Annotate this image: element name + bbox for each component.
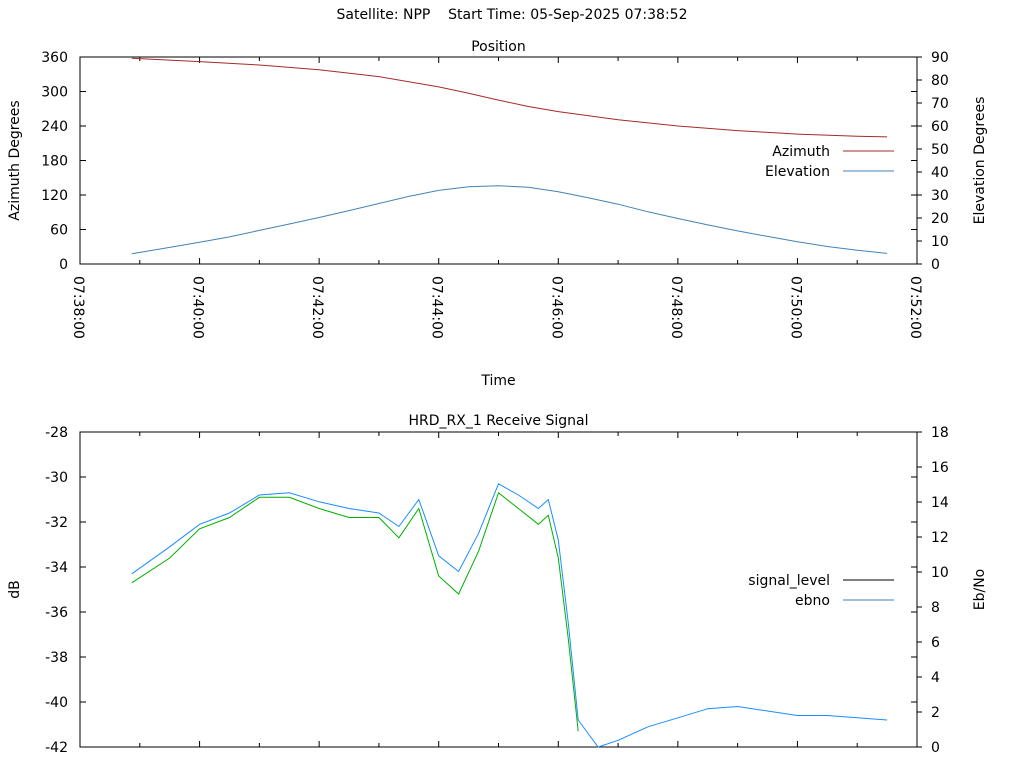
y2-tick-label: 20 (931, 211, 949, 227)
y-tick-label: 120 (41, 188, 68, 204)
position-ylabel: Azimuth Degrees (7, 100, 23, 220)
y-tick-label: -40 (45, 695, 68, 711)
x-tick-label: 07:44:00 (429, 276, 445, 339)
y2-tick-label: 50 (931, 142, 949, 158)
y2-tick-label: 4 (931, 670, 940, 686)
x-tick-label: 07:52:00 (907, 276, 923, 339)
x-tick-label: 07:46:00 (548, 276, 564, 339)
y-tick-label: -38 (45, 650, 68, 666)
series-line-elevation (131, 185, 888, 255)
y2-tick-label: 18 (931, 425, 949, 441)
y2-tick-label: 90 (931, 50, 949, 66)
y2-tick-label: 80 (931, 73, 949, 89)
x-tick-label: 07:48:00 (668, 276, 684, 339)
receive-y2label: Eb/No (972, 569, 988, 611)
y2-tick-label: 6 (931, 635, 940, 651)
y-tick-label: 300 (41, 85, 68, 101)
x-tick-label: 07:42:00 (309, 276, 325, 339)
x-tick-label: 07:50:00 (787, 276, 803, 339)
legend-label: signal_level (748, 573, 830, 589)
position-title: Position (471, 39, 526, 55)
receive-plot-frame (79, 431, 918, 748)
y2-tick-label: 14 (931, 495, 949, 511)
x-tick-label: 07:38:00 (70, 276, 86, 339)
y2-tick-label: 0 (931, 740, 940, 756)
series-line-ebno (131, 491, 579, 732)
series-line-signal-level (131, 483, 888, 748)
receive-title: HRD_RX_1 Receive Signal (409, 413, 589, 429)
receive-ylabel: dB (7, 580, 23, 599)
y2-tick-label: 8 (931, 600, 940, 616)
x-tick-label: 07:40:00 (190, 276, 206, 339)
y-tick-label: -32 (45, 515, 68, 531)
legend-label: Elevation (765, 164, 830, 180)
position-plot-frame (79, 56, 918, 265)
y-tick-label: -42 (45, 740, 68, 756)
y2-tick-label: 2 (931, 705, 940, 721)
position-y2label: Elevation Degrees (972, 97, 988, 225)
position-xlabel: Time (480, 373, 515, 389)
legend-label: ebno (795, 593, 830, 609)
page-title: Satellite: NPP Start Time: 05-Sep-2025 0… (336, 7, 688, 23)
y2-tick-label: 70 (931, 96, 949, 112)
y2-tick-label: 60 (931, 119, 949, 135)
y2-tick-label: 40 (931, 165, 949, 181)
y-tick-label: -30 (45, 470, 68, 486)
y-tick-label: 0 (59, 257, 68, 273)
y2-tick-label: 10 (931, 565, 949, 581)
y-tick-label: 180 (41, 154, 68, 170)
y2-tick-label: 30 (931, 188, 949, 204)
y2-tick-label: 12 (931, 530, 949, 546)
y-tick-label: 240 (41, 119, 68, 135)
y2-tick-label: 10 (931, 234, 949, 250)
y-tick-label: 60 (50, 223, 68, 239)
legend-label: Azimuth (772, 144, 830, 160)
y2-tick-label: 0 (931, 257, 940, 273)
y2-tick-label: 16 (931, 460, 949, 476)
y-tick-label: -36 (45, 605, 68, 621)
series-line-azimuth (131, 57, 888, 138)
y-tick-label: -28 (45, 425, 68, 441)
y-tick-label: -34 (45, 560, 68, 576)
y-tick-label: 360 (41, 50, 68, 66)
